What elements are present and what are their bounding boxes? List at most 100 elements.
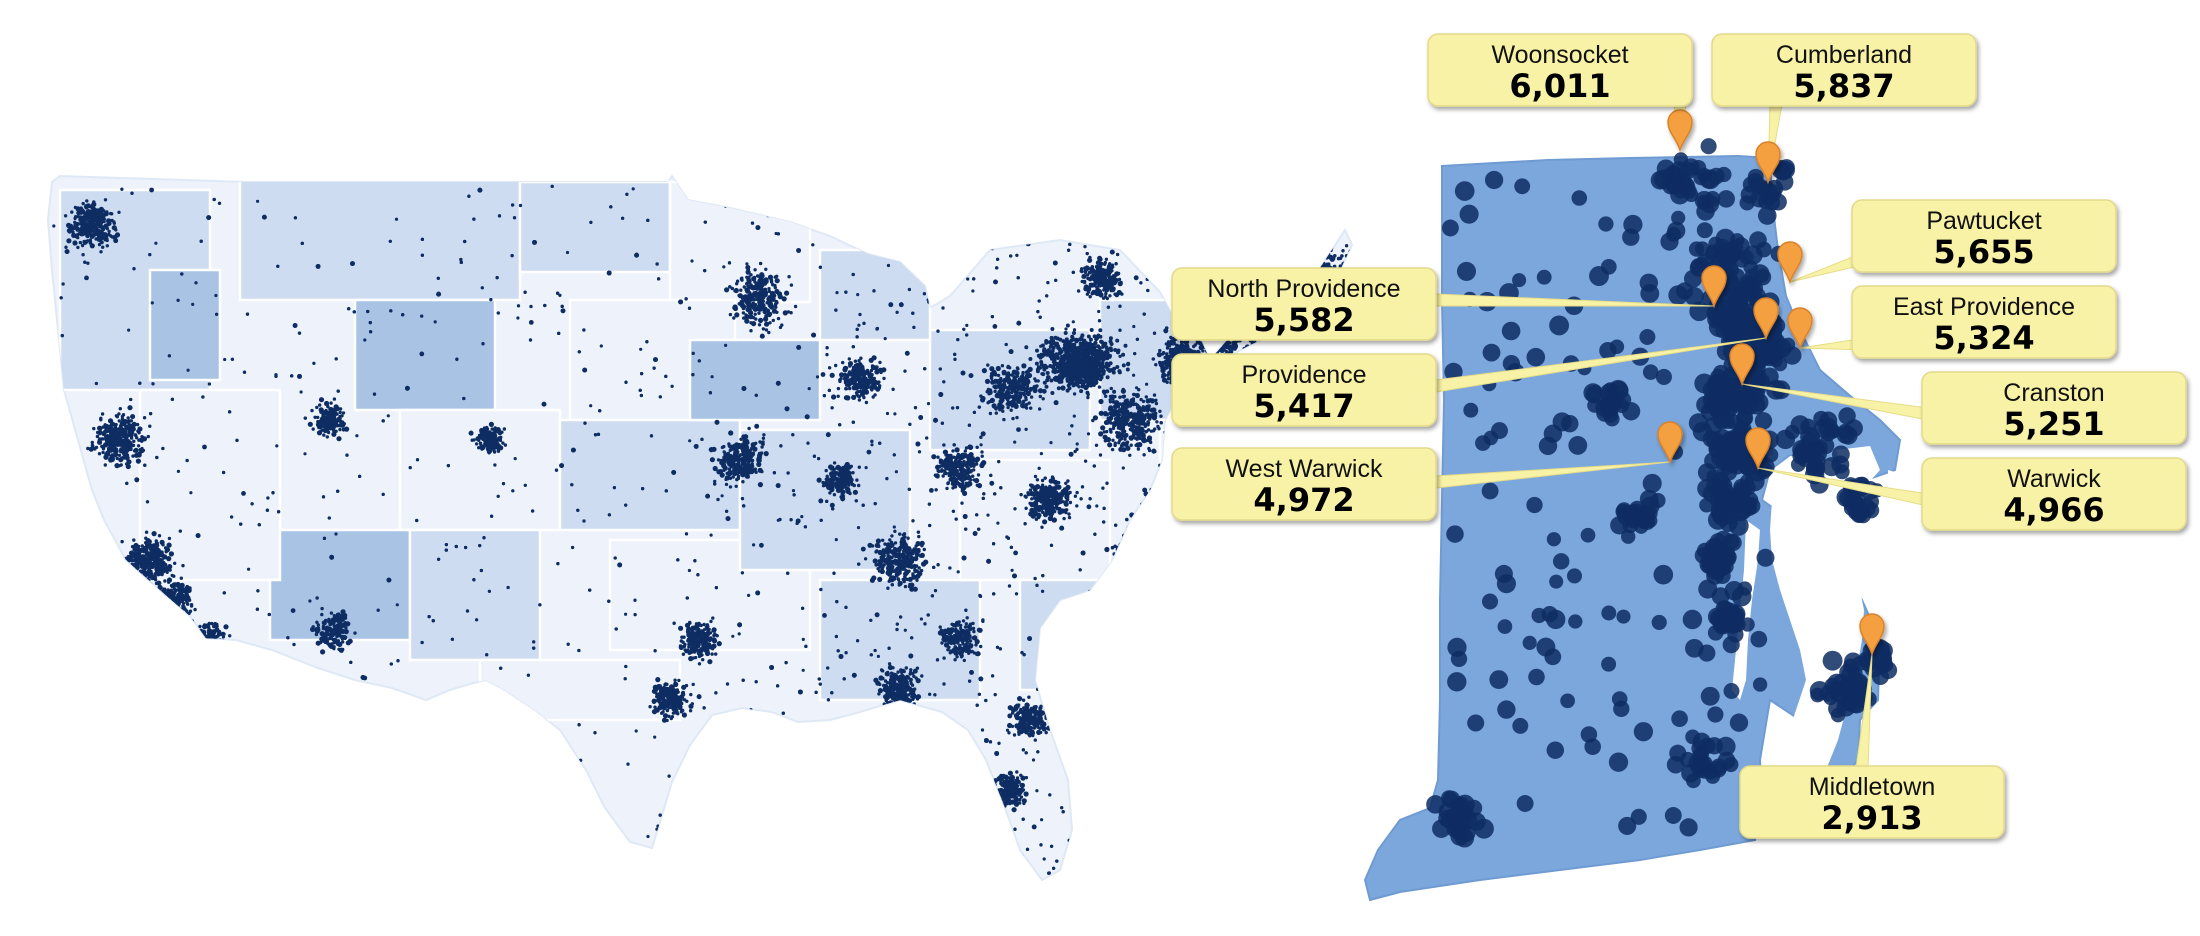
- population-point: [347, 307, 351, 311]
- population-point: [53, 859, 57, 863]
- population-point: [1014, 186, 1018, 190]
- population-point: [1308, 741, 1314, 746]
- population-point: [1260, 246, 1266, 251]
- population-point: [1290, 620, 1294, 624]
- population-point: [413, 736, 417, 740]
- population-point: [1265, 347, 1269, 352]
- population-point: [942, 443, 946, 447]
- population-point: [501, 785, 505, 789]
- population-point: [1313, 785, 1317, 790]
- population-point: [992, 324, 998, 329]
- population-point: [1269, 814, 1273, 818]
- population-point: [912, 325, 916, 329]
- population-point: [69, 866, 75, 871]
- population-point: [1236, 573, 1240, 577]
- population-point: [389, 309, 393, 313]
- population-point: [1157, 560, 1161, 564]
- population-point: [292, 323, 298, 328]
- population-point: [1207, 532, 1211, 537]
- population-point: [1309, 720, 1313, 724]
- population-point: [1208, 783, 1212, 787]
- population-point: [1326, 571, 1330, 575]
- population-point: [70, 210, 74, 214]
- population-point: [1329, 557, 1334, 563]
- population-point: [1160, 194, 1165, 198]
- population-point: [1182, 811, 1186, 816]
- population-point: [322, 536, 327, 541]
- population-point: [709, 533, 713, 537]
- population-point: [112, 436, 116, 440]
- population-point: [121, 689, 125, 693]
- population-point: [566, 642, 570, 646]
- population-point: [1141, 228, 1145, 232]
- population-point: [1113, 811, 1117, 815]
- population-point: [1088, 228, 1093, 234]
- population-point: [1295, 810, 1299, 814]
- population-point: [1338, 724, 1343, 729]
- population-point: [1211, 624, 1215, 628]
- population-point: [798, 689, 803, 695]
- population-point: [389, 177, 393, 181]
- population-point: [1138, 640, 1143, 644]
- population-point: [405, 385, 410, 391]
- population-point: [970, 801, 976, 807]
- population-point: [1260, 246, 1266, 251]
- population-point: [1013, 440, 1017, 444]
- population-point: [229, 820, 233, 825]
- population-point: [244, 761, 249, 765]
- population-point: [1175, 646, 1180, 651]
- population-point: [92, 222, 98, 229]
- population-point: [91, 851, 96, 857]
- population-point: [834, 186, 838, 190]
- population-point: [538, 603, 542, 607]
- population-point: [806, 441, 810, 445]
- population-point: [1135, 680, 1139, 684]
- population-point: [1275, 583, 1279, 587]
- population-point: [107, 229, 111, 234]
- population-point: [832, 571, 836, 575]
- population-point: [114, 877, 118, 880]
- population-point: [1237, 837, 1241, 841]
- population-point: [126, 416, 130, 420]
- population-point: [234, 824, 240, 830]
- population-point: [89, 243, 95, 249]
- population-point: [82, 239, 88, 245]
- population-point: [515, 797, 519, 801]
- population-point: [1067, 231, 1071, 235]
- population-point: [1221, 693, 1225, 697]
- population-point: [684, 297, 688, 301]
- population-point: [1322, 636, 1327, 640]
- population-point: [895, 622, 899, 626]
- population-point: [400, 841, 405, 845]
- population-point: [800, 515, 804, 519]
- population-point: [453, 824, 457, 828]
- population-point: [176, 834, 180, 838]
- population-point: [1165, 457, 1169, 461]
- population-point: [1189, 208, 1193, 212]
- population-point: [1215, 603, 1219, 607]
- population-point: [276, 264, 280, 268]
- population-point: [1169, 743, 1173, 747]
- population-point: [1250, 847, 1254, 852]
- population-point: [1316, 340, 1320, 344]
- population-point: [426, 722, 431, 726]
- population-point: [690, 259, 694, 263]
- population-point: [1284, 202, 1288, 206]
- population-point: [895, 310, 899, 314]
- population-point: [1112, 763, 1116, 767]
- population-point: [538, 766, 542, 770]
- population-point: [1033, 576, 1037, 581]
- population-point: [589, 220, 593, 224]
- population-point: [755, 225, 761, 231]
- population-point: [1205, 655, 1209, 659]
- population-point: [1102, 506, 1106, 510]
- population-point: [892, 453, 896, 457]
- population-point: [1208, 527, 1212, 531]
- population-point: [1149, 191, 1153, 195]
- population-point: [1113, 191, 1118, 195]
- population-point: [1336, 757, 1340, 762]
- population-point: [275, 444, 279, 448]
- population-point: [664, 374, 668, 378]
- population-point: [1035, 177, 1039, 181]
- population-point: [1239, 206, 1243, 210]
